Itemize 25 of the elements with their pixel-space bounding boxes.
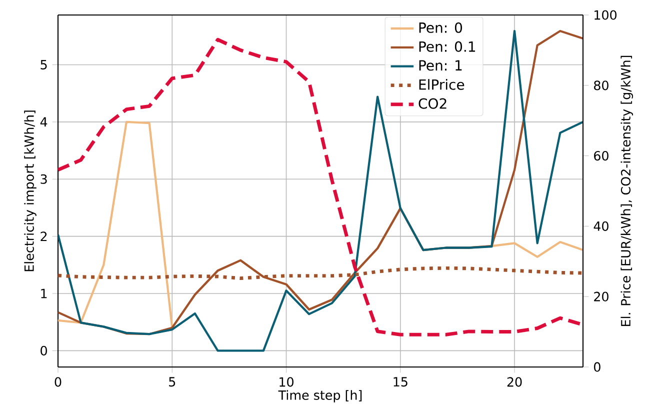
legend-label: Pen: 0 — [419, 22, 462, 33]
y2-tick-label: 60 — [594, 150, 608, 161]
y-tick-label: 2 — [40, 232, 47, 242]
x-tick-label: 20 — [507, 377, 522, 387]
y2-tick-label: 40 — [594, 221, 608, 231]
y-tick-label: 5 — [40, 60, 47, 70]
y2-tick-label: 20 — [594, 292, 608, 302]
legend-label: CO2 — [418, 98, 446, 109]
x-tick-label: 0 — [54, 377, 62, 387]
legend-label: Pen: 0.1 — [419, 41, 476, 52]
x-tick-label: 5 — [169, 377, 176, 387]
legend-label: Pen: 1 — [419, 60, 462, 71]
y-tick-label: 0 — [40, 346, 47, 356]
x-tick-label: 15 — [394, 377, 408, 387]
y2-axis-title: El. Price [EUR/kWh], CO2-intensity [g/kWh] — [620, 56, 633, 326]
y-axis-title: Electricity import [kWh/h] — [24, 110, 36, 272]
legend-label: ElPrice — [419, 79, 464, 90]
y-tick-label: 4 — [40, 117, 48, 127]
y2-tick-label: 100 — [594, 10, 616, 20]
y-tick-label: 3 — [40, 174, 47, 184]
y2-tick-label: 0 — [594, 362, 600, 372]
x-axis-title: Time step [h] — [278, 390, 362, 402]
y2-tick-label: 80 — [594, 80, 608, 90]
x-tick-label: 10 — [280, 377, 294, 387]
y-tick-label: 1 — [41, 288, 47, 298]
